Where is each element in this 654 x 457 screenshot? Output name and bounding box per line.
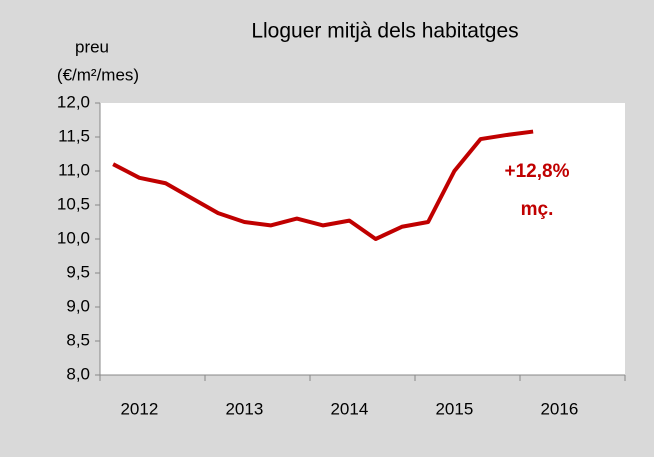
x-tick-label: 2016 xyxy=(540,399,578,418)
y-tick-label: 11,0 xyxy=(58,160,90,179)
y-tick-label: 8,5 xyxy=(66,330,90,349)
x-tick-label: 2013 xyxy=(225,399,263,418)
y-tick-label: 12,0 xyxy=(57,92,90,111)
y-tick-label: 9,5 xyxy=(66,262,90,281)
x-tick-label: 2012 xyxy=(120,399,158,418)
plot-area xyxy=(100,103,625,375)
y-axis-label: preu xyxy=(75,37,109,56)
y-axis-label: (€/m²/mes) xyxy=(57,65,139,84)
y-tick-label: 11,5 xyxy=(58,126,90,145)
x-tick-label: 2014 xyxy=(330,399,368,418)
line-series xyxy=(112,129,534,241)
x-tick-label: 2015 xyxy=(435,399,473,418)
chart-title: Lloguer mitjà dels habitatges xyxy=(251,20,518,43)
y-tick-label: 10,5 xyxy=(57,194,90,213)
y-tick-label: 9,0 xyxy=(66,296,90,315)
y-tick-label: 8,0 xyxy=(66,364,90,383)
annotation: +12,8% xyxy=(505,161,570,182)
y-tick-label: 10,0 xyxy=(57,228,90,247)
annotation: mç. xyxy=(521,199,554,220)
